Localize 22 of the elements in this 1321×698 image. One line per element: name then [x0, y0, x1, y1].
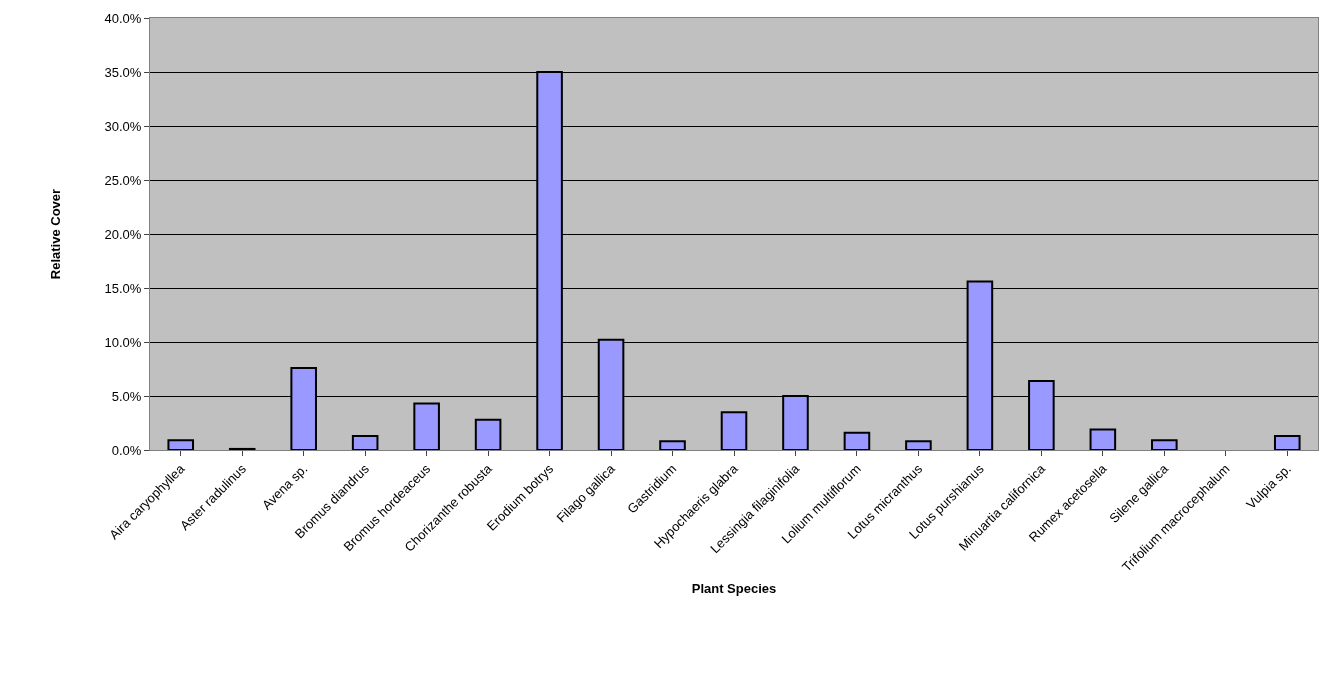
y-axis-title: Relative Cover [48, 188, 64, 280]
bar [1089, 428, 1117, 450]
y-tick-label: 10.0% [104, 334, 142, 350]
y-tick-label: 35.0% [104, 64, 142, 80]
x-axis-title: Plant Species [691, 581, 777, 597]
bar [1273, 434, 1301, 450]
bar [1151, 439, 1178, 450]
bar [905, 440, 932, 450]
y-tick-label: 20.0% [104, 226, 142, 242]
y-tick-label: 0.0% [111, 442, 142, 458]
bar [659, 440, 686, 450]
bar [413, 402, 440, 450]
y-tick-label: 15.0% [104, 280, 142, 296]
bar [474, 418, 502, 450]
y-tick-label: 30.0% [104, 118, 142, 134]
y-tick-label: 25.0% [104, 172, 142, 188]
bar [351, 434, 379, 450]
bar [843, 431, 871, 450]
bar [167, 439, 195, 450]
y-tick-label: 5.0% [111, 388, 142, 404]
bar [720, 411, 748, 450]
y-tick-label: 40.0% [104, 10, 142, 26]
